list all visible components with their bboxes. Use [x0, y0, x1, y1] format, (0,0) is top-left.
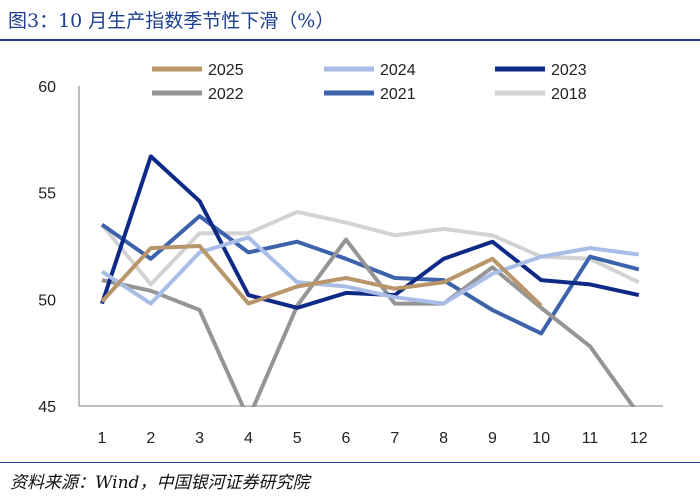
x-tick-label: 4: [244, 430, 253, 447]
series-line-2022: [101, 237, 636, 407]
series-line-2024: [100, 235, 640, 306]
y-tick-label: 45: [38, 399, 56, 416]
legend-label-2024: 2024: [380, 62, 416, 79]
x-tick-label: 6: [342, 430, 351, 447]
series-line-2025: [100, 244, 543, 308]
x-tick-label: 1: [98, 430, 107, 447]
x-tick-label: 7: [390, 430, 399, 447]
chart-title: 图3：10 月生产指数季节性下滑（%）: [8, 10, 335, 32]
x-tick-label: 11: [582, 430, 599, 447]
legend-label-2023: 2023: [551, 62, 587, 79]
x-tick-label: 2: [146, 430, 155, 447]
chart-series-group: [100, 154, 640, 407]
x-tick-label: 3: [195, 430, 204, 447]
x-tick-label: 5: [293, 430, 302, 447]
legend-label-2018: 2018: [551, 86, 587, 103]
y-tick-label: 55: [38, 186, 56, 203]
series-line-2023: [100, 154, 640, 310]
x-tick-label: 8: [439, 430, 448, 447]
y-tick-label: 50: [38, 292, 56, 309]
legend-label-2025: 2025: [208, 62, 244, 79]
chart-legend: 2025 2024 2023 2022 2021 2018: [152, 62, 587, 103]
x-tick-label: 9: [488, 430, 497, 447]
x-tick-label: 12: [630, 430, 648, 447]
x-tick-label: 10: [532, 430, 550, 447]
y-tick-label: 60: [38, 79, 56, 96]
chart-axes: [78, 86, 663, 407]
source-note: 资料来源：Wind，中国银河证券研究院: [10, 473, 310, 493]
legend-label-2021: 2021: [380, 86, 416, 103]
footer-divider: [0, 462, 700, 463]
title-divider: [0, 39, 700, 41]
legend-label-2022: 2022: [208, 86, 244, 103]
